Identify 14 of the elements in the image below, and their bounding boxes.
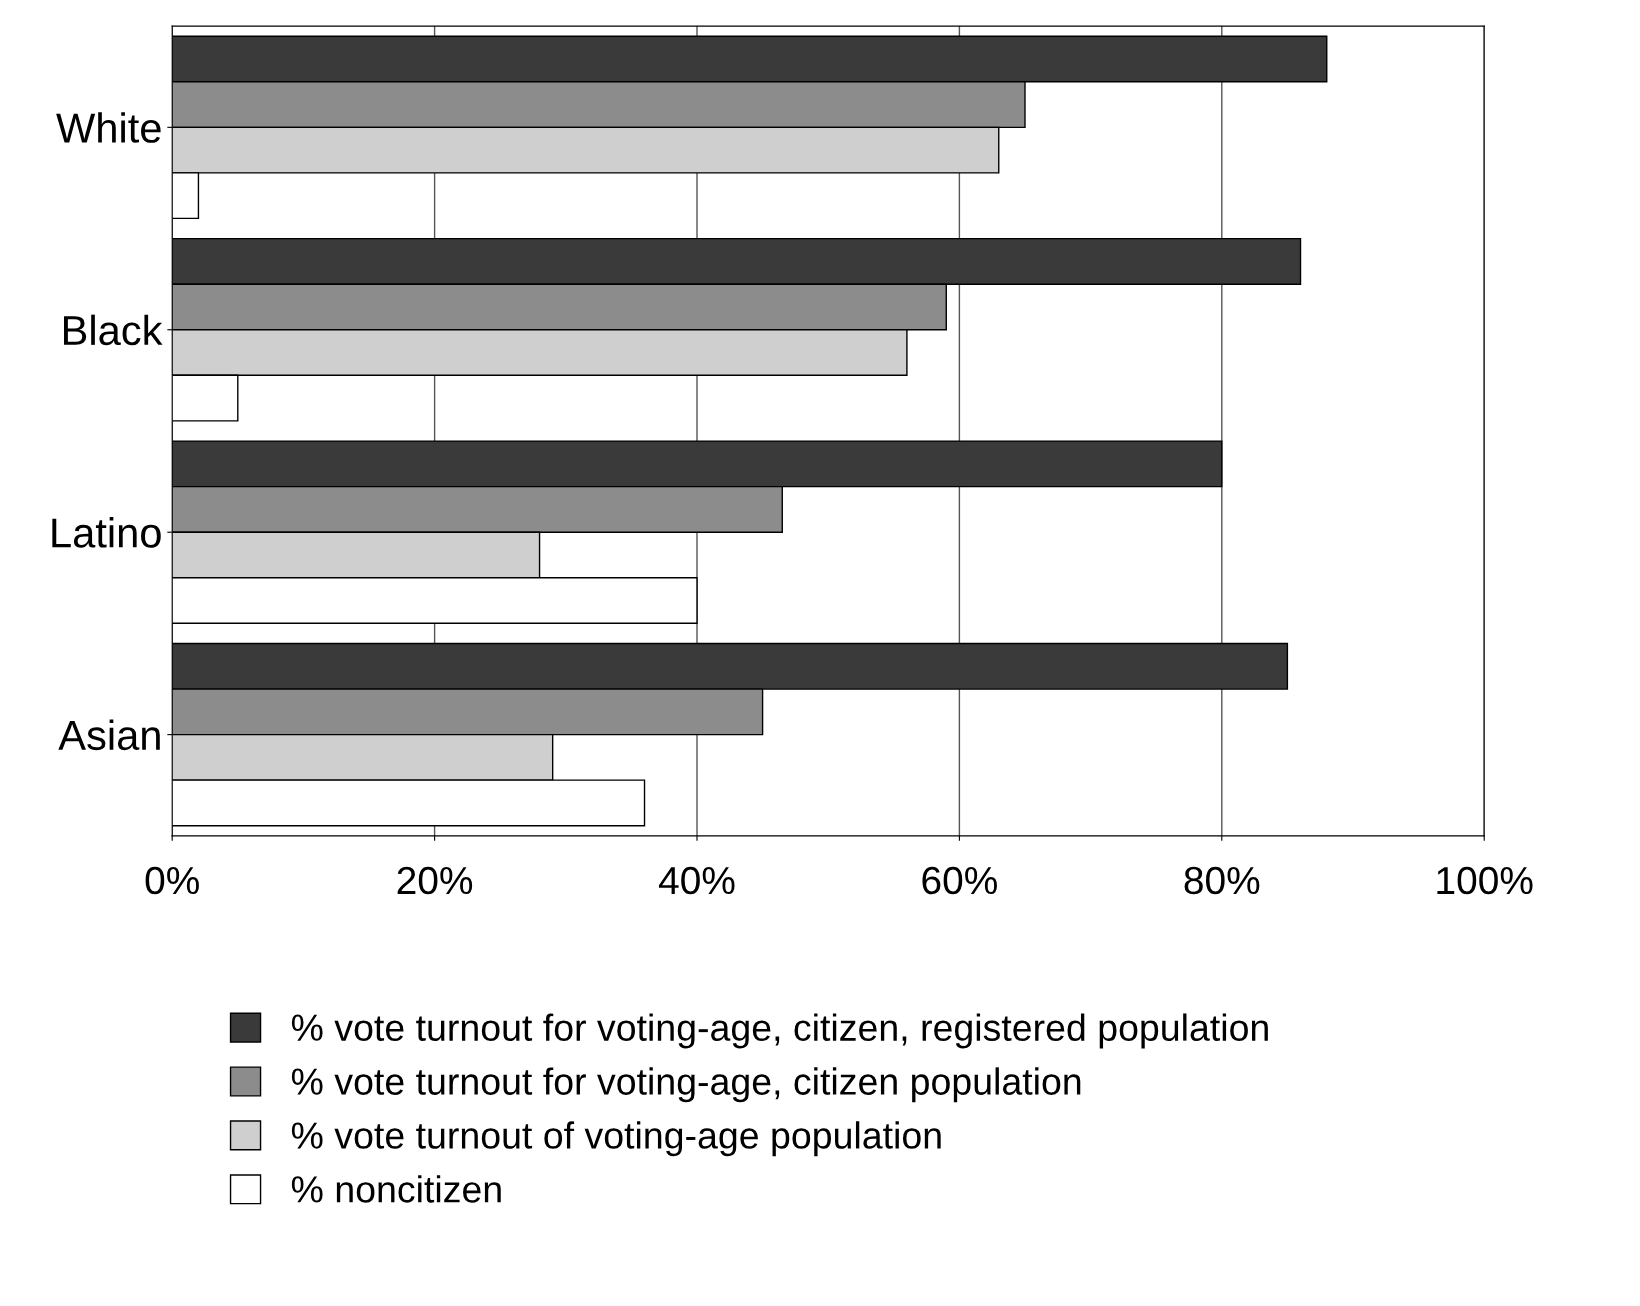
x-tick-label: 0% xyxy=(145,866,199,895)
legend-label: % vote turnout for voting-age, citizen, registered population xyxy=(291,1013,1268,1049)
x-tick-label: 60% xyxy=(922,866,997,895)
x-tick-label: 20% xyxy=(397,866,473,895)
y-tick-label: White xyxy=(56,112,161,143)
y-tick-label: Latino xyxy=(52,517,161,548)
legend-label: % vote turnout for voting-age, citizen population xyxy=(291,1067,1081,1103)
y-tick-label: Asian xyxy=(58,719,160,751)
legend-label: % vote turnout of voting-age population xyxy=(291,1121,941,1157)
y-tick-label: Black xyxy=(64,314,163,346)
x-tick-label: 100% xyxy=(1437,866,1533,895)
x-tick-label: 40% xyxy=(658,866,735,895)
x-tick-label: 80% xyxy=(1184,866,1260,895)
legend-label: % noncitizen xyxy=(291,1175,501,1203)
